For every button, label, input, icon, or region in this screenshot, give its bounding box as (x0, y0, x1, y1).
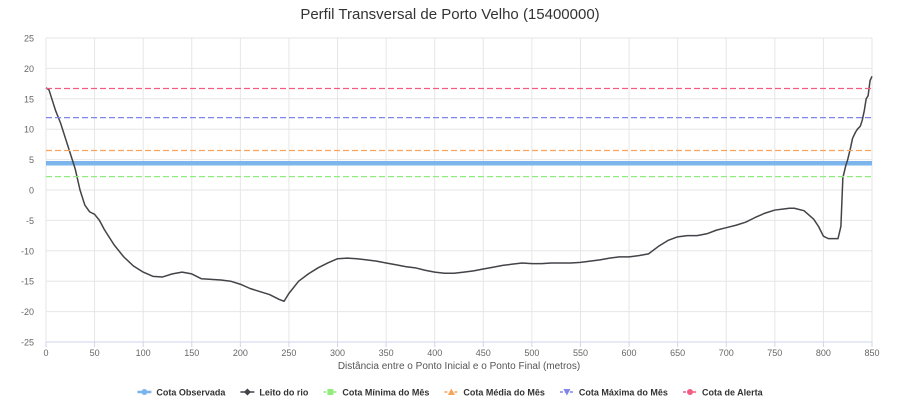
legend-label: Cota de Alerta (702, 388, 764, 398)
x-tick-label: 400 (427, 348, 442, 358)
x-tick-label: 600 (622, 348, 637, 358)
legend-label: Cota Mínima do Mês (342, 388, 429, 398)
x-tick-label: 0 (43, 348, 48, 358)
legend-item[interactable]: Cota Mínima do Mês (323, 388, 429, 398)
x-tick-label: 100 (136, 348, 151, 358)
x-tick-label: 150 (184, 348, 199, 358)
x-tick-label: 650 (670, 348, 685, 358)
legend-label: Cota Média do Mês (463, 388, 545, 398)
x-tick-label: 700 (719, 348, 734, 358)
x-tick-label: 250 (281, 348, 296, 358)
x-tick-label: 750 (767, 348, 782, 358)
y-tick-label: 20 (24, 64, 34, 74)
legend-marker-icon (687, 389, 693, 395)
legend-label: Cota Máxima do Mês (579, 388, 668, 398)
x-tick-label: 800 (816, 348, 831, 358)
chart-title: Perfil Transversal de Porto Velho (15400… (300, 6, 599, 23)
y-tick-label: 0 (29, 186, 34, 196)
y-tick-label: -5 (26, 216, 34, 226)
x-tick-label: 500 (524, 348, 539, 358)
legend-marker-icon (563, 389, 571, 396)
legend-label: Leito do rio (259, 388, 308, 398)
x-tick-label: 350 (379, 348, 394, 358)
legend-label: Cota Observada (156, 388, 226, 398)
y-tick-label: -25 (21, 338, 34, 348)
legend: Cota Observada Leito do rio Cota Mínima do… (137, 388, 764, 398)
legend-marker-icon (243, 388, 251, 396)
legend-item[interactable]: Cota de Alerta (683, 388, 764, 398)
legend-marker-icon (141, 389, 148, 395)
x-tick-label: 300 (330, 348, 345, 358)
y-tick-label: 25 (24, 34, 34, 44)
legend-item[interactable]: Cota Máxima do Mês (559, 388, 668, 398)
legend-item[interactable]: Cota Observada (137, 388, 226, 398)
x-tick-label: 50 (90, 348, 100, 358)
y-tick-label: -10 (21, 246, 34, 256)
legend-marker-icon (327, 389, 334, 395)
legend-item[interactable]: Leito do rio (240, 388, 309, 398)
x-tick-label: 450 (476, 348, 491, 358)
x-tick-label: 850 (864, 348, 879, 358)
legend-marker-icon (447, 388, 455, 395)
series-layer (45, 75, 873, 303)
y-tick-label: -15 (21, 277, 34, 287)
grid-layer (45, 37, 873, 343)
x-tick-label: 550 (573, 348, 588, 358)
x-axis-title: Distância entre o Ponto Inicial e o Pont… (338, 361, 580, 372)
legend-item[interactable]: Cota Média do Mês (444, 388, 545, 398)
y-tick-label: 5 (29, 155, 34, 165)
y-tick-label: 10 (24, 125, 34, 135)
y-tick-label: 15 (24, 94, 34, 104)
series-leito-do-rio-line (45, 75, 873, 303)
y-tick-label: -20 (21, 307, 34, 317)
x-tick-label: 200 (233, 348, 248, 358)
